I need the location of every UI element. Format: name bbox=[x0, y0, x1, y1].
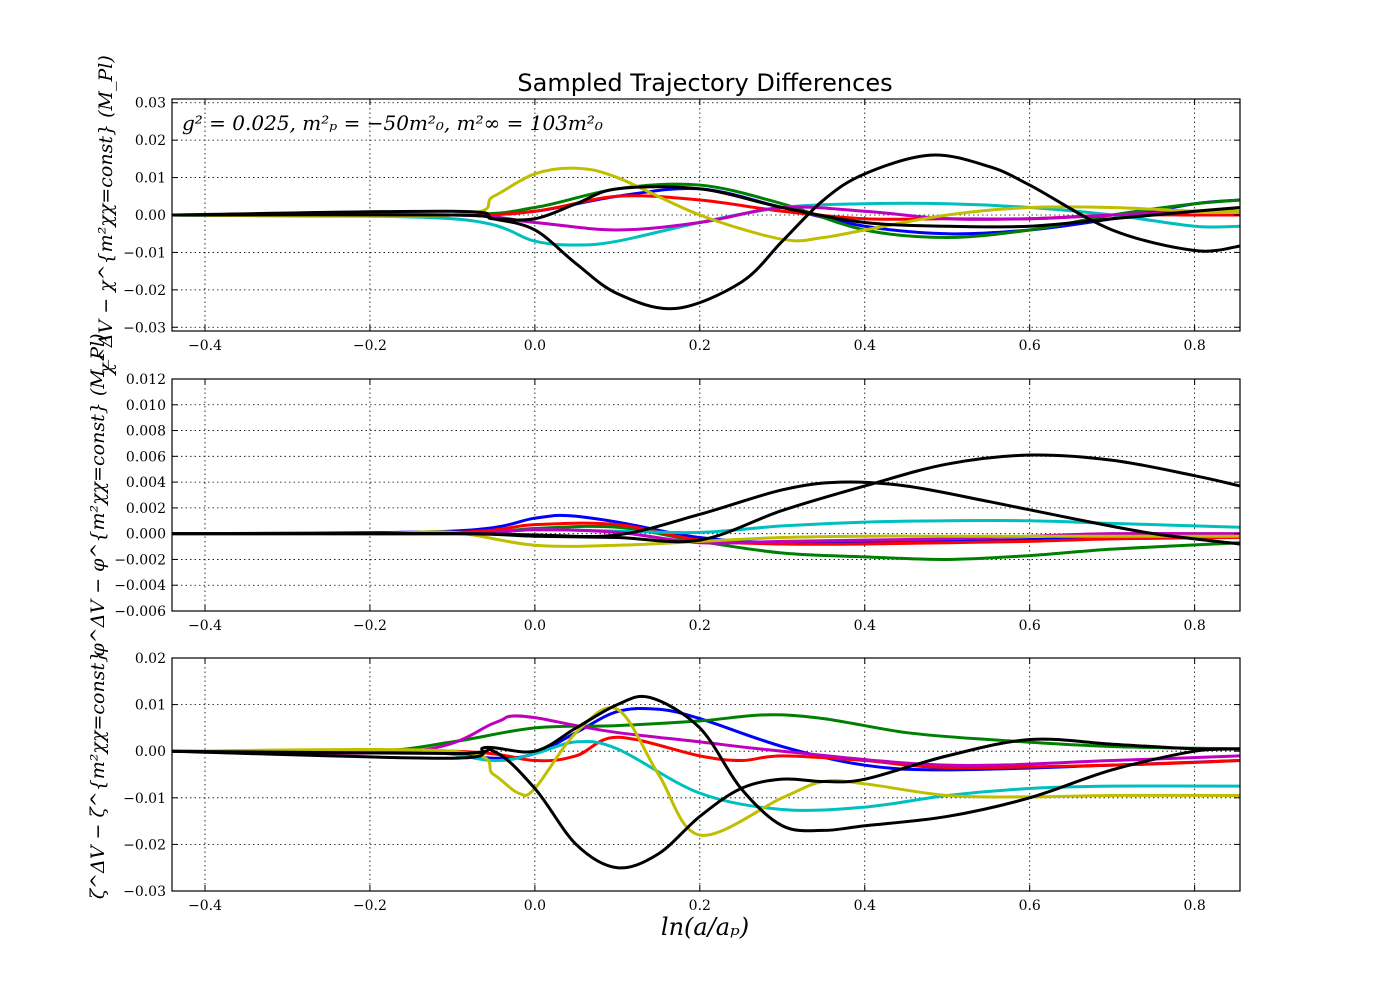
series-line-8 bbox=[172, 694, 1240, 833]
y-tick-label: 0.02 bbox=[135, 133, 166, 149]
y-tick-label: −0.01 bbox=[123, 791, 166, 807]
x-tick-label: −0.2 bbox=[353, 338, 387, 354]
y-tick-label: −0.01 bbox=[123, 245, 166, 261]
x-tick-label: 0.8 bbox=[1184, 338, 1206, 354]
x-tick-label: −0.2 bbox=[353, 898, 387, 914]
series-lines bbox=[172, 453, 1240, 561]
y-tick-label: 0.010 bbox=[126, 398, 166, 414]
x-tick-label: 0.0 bbox=[524, 898, 546, 914]
panel-zeta: −0.4 −0.2 0.0 0.2 0.4 0.6 0.8 −0.03 −0.02 −0.01 0.… bbox=[87, 651, 1241, 941]
series-line-8 bbox=[172, 185, 1240, 229]
series-line-6 bbox=[172, 706, 1240, 837]
y-tick-label: 0.01 bbox=[135, 171, 166, 187]
x-tick-label: 0.8 bbox=[1184, 898, 1206, 914]
y-tick-label: 0.006 bbox=[126, 449, 166, 465]
x-tick-label: −0.2 bbox=[353, 618, 387, 634]
series-line-2 bbox=[172, 713, 1240, 754]
series-line-3 bbox=[172, 521, 1240, 546]
y-tick-label: −0.02 bbox=[123, 837, 166, 853]
y-tick-label: −0.004 bbox=[114, 578, 166, 594]
y-tick-label: −0.002 bbox=[114, 552, 166, 568]
x-tick-label: 0.0 bbox=[524, 338, 546, 354]
y-axis-label-zeta: ζ^ΔV − ζ^{m²χχ=const} bbox=[87, 651, 109, 899]
y-tick-label: 0.00 bbox=[135, 744, 166, 760]
panel-chi: −0.4 −0.2 0.0 0.2 0.4 0.6 0.8 −0.03 −0.02 −0.01 0.… bbox=[95, 55, 1241, 377]
series-line-6 bbox=[172, 166, 1240, 243]
x-tick-label: 0.0 bbox=[524, 618, 546, 634]
y-tick-label: −0.03 bbox=[123, 884, 166, 900]
y-tick-label: 0.02 bbox=[135, 651, 166, 667]
plot-frame bbox=[171, 378, 1241, 612]
gridlines bbox=[172, 378, 1240, 612]
x-tick-label: 0.4 bbox=[854, 618, 876, 634]
y-tick-label: 0.00 bbox=[135, 208, 166, 224]
x-tick-label: 0.2 bbox=[689, 898, 711, 914]
series-lines bbox=[172, 153, 1240, 311]
x-tick-label: −0.4 bbox=[188, 618, 222, 634]
tick-labels: −0.4 −0.2 0.0 0.2 0.4 0.6 0.8 −0.006 −0.004 −0.00… bbox=[114, 372, 1240, 634]
y-tick-label: −0.006 bbox=[114, 604, 166, 620]
series-line-7 bbox=[172, 737, 1240, 870]
y-tick-label: 0.01 bbox=[135, 698, 166, 714]
plot-frame bbox=[171, 657, 1241, 892]
y-tick-label: 0.012 bbox=[126, 372, 166, 388]
x-tick-label: 0.4 bbox=[854, 338, 876, 354]
y-tick-label: −0.03 bbox=[123, 320, 166, 336]
chart-title: Sampled Trajectory Differences bbox=[517, 69, 892, 97]
series-line-5 bbox=[172, 714, 1240, 767]
x-tick-label: −0.4 bbox=[188, 338, 222, 354]
x-tick-label: 0.6 bbox=[1019, 338, 1041, 354]
x-tick-label: 0.2 bbox=[689, 618, 711, 634]
parameter-annotation: g² = 0.025, m²ₚ = −50m²₀, m²∞ = 103m²₀ bbox=[182, 111, 603, 135]
y-tick-label: 0.002 bbox=[126, 501, 166, 517]
x-axis-label: ln(a/aₚ) bbox=[661, 913, 749, 941]
x-tick-label: 0.8 bbox=[1184, 618, 1206, 634]
tick-labels: −0.4 −0.2 0.0 0.2 0.4 0.6 0.8 −0.03 −0.02 −0.01 0.… bbox=[123, 96, 1240, 354]
x-tick-label: −0.4 bbox=[188, 898, 222, 914]
series-line-7 bbox=[172, 153, 1240, 311]
x-tick-label: 0.6 bbox=[1019, 618, 1041, 634]
gridlines bbox=[172, 657, 1240, 892]
tick-labels: −0.4 −0.2 0.0 0.2 0.4 0.6 0.8 −0.03 −0.02 −0.01 0.… bbox=[123, 651, 1240, 914]
series-line-8 bbox=[172, 453, 1240, 544]
series-lines bbox=[172, 694, 1240, 870]
y-tick-label: 0.004 bbox=[126, 475, 166, 491]
y-tick-label: −0.02 bbox=[123, 283, 166, 299]
y-axis-label-phi: φ^ΔV − φ^{m²χχ=const} (M_Pl) bbox=[87, 333, 109, 656]
y-tick-label: 0.03 bbox=[135, 96, 166, 112]
x-tick-label: 0.2 bbox=[689, 338, 711, 354]
x-tick-label: 0.4 bbox=[854, 898, 876, 914]
y-axis-label-chi: χ^ΔV − χ^{m²χχ=const} (M_Pl) bbox=[95, 55, 117, 376]
x-tick-label: 0.6 bbox=[1019, 898, 1041, 914]
y-tick-label: 0.000 bbox=[126, 527, 166, 543]
y-tick-label: 0.008 bbox=[126, 424, 166, 440]
panel-phi: −0.4 −0.2 0.0 0.2 0.4 0.6 0.8 −0.006 −0.004 −0.00… bbox=[87, 333, 1241, 657]
